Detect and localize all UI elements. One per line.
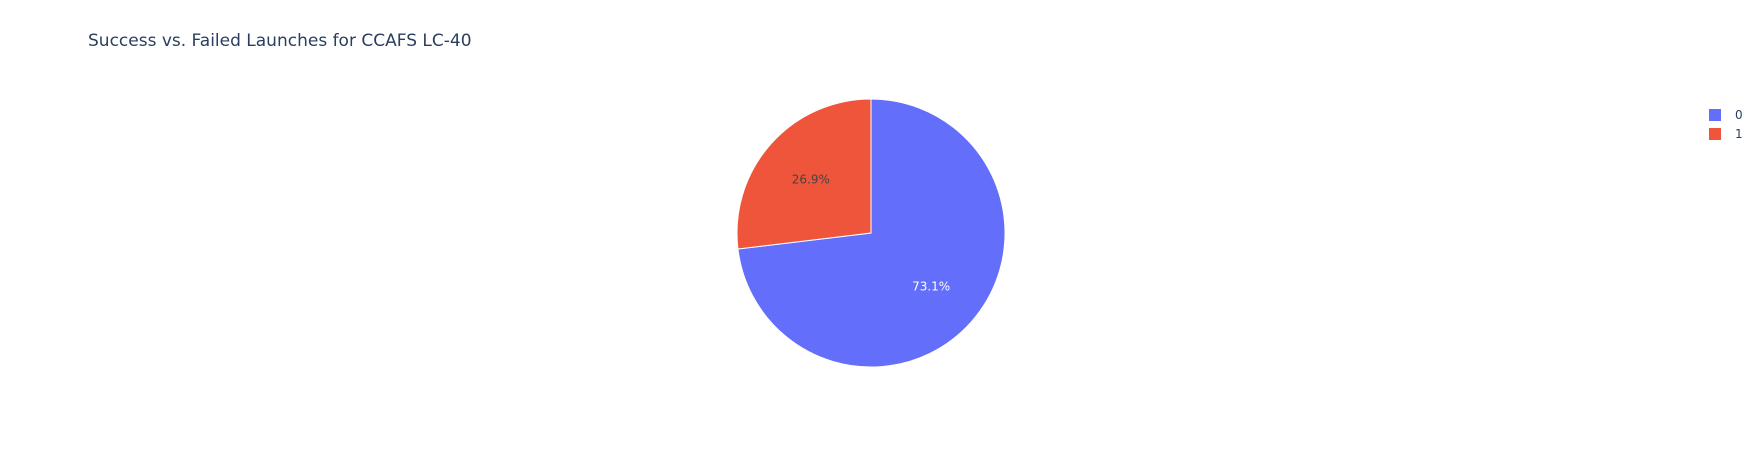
legend-label-1: 1	[1735, 126, 1743, 141]
legend: 0 1	[1709, 105, 1743, 143]
legend-item-0[interactable]: 0	[1709, 105, 1743, 124]
slice-label-0: 73.1%	[912, 279, 950, 293]
legend-item-1[interactable]: 1	[1709, 124, 1743, 143]
legend-swatch-1	[1709, 127, 1721, 140]
slice-label-1: 26.9%	[792, 173, 830, 187]
legend-swatch-0	[1709, 108, 1721, 121]
chart-title: Success vs. Failed Launches for CCAFS LC…	[88, 31, 472, 51]
legend-label-0: 0	[1735, 107, 1743, 122]
pie-slice-1[interactable]	[736, 98, 872, 250]
